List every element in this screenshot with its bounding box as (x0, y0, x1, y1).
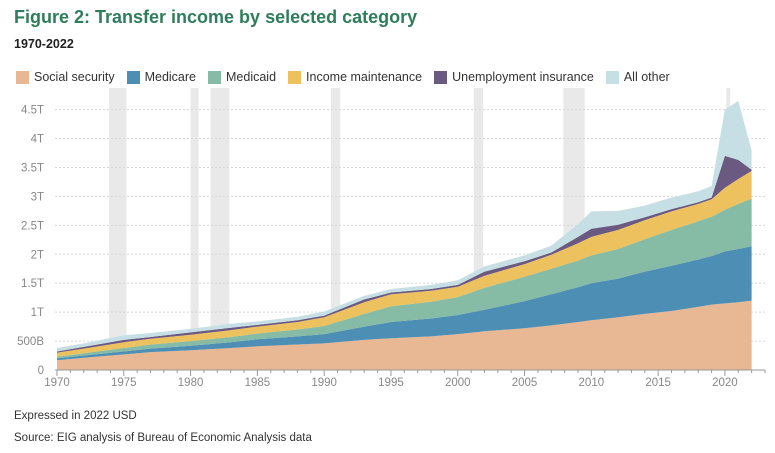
y-tick-label: 4.5T (21, 105, 44, 117)
y-tick-label: 3.5T (21, 162, 44, 174)
x-tick-label: 1990 (311, 377, 337, 389)
chart-subtitle: 1970-2022 (14, 37, 74, 51)
legend-label: Medicaid (226, 70, 277, 84)
x-tick-label: 2010 (579, 377, 605, 389)
x-tick-label: 1970 (44, 377, 70, 389)
area-social-security (57, 300, 752, 370)
legend-item-medicare: Medicare (126, 70, 197, 84)
y-tick-label: 2T (31, 249, 44, 261)
legend-item-all-other: All other (605, 70, 670, 84)
legend-swatch (434, 70, 448, 84)
axes: 0 500B 1T 1.5T 2T 2.5T 3T 3.5T 4T 4.5T 1970 1975 198… (17, 105, 766, 389)
x-tick-label: 1975 (111, 377, 137, 389)
y-tick-label: 4T (31, 134, 44, 146)
recession-band (210, 88, 230, 370)
legend-label: Unemployment insurance (452, 70, 594, 84)
legend-swatch (288, 70, 302, 84)
legend-label: Medicare (144, 70, 197, 84)
legend: Social security Medicare Medicaid Income ma… (16, 70, 682, 84)
x-tick-label: 2020 (712, 377, 738, 389)
recession-band (473, 88, 484, 370)
legend-swatch (126, 70, 140, 84)
x-tick-label: 1980 (178, 377, 204, 389)
footnote: Expressed in 2022 USD (14, 410, 137, 422)
legend-item-income-maintenance: Income maintenance (288, 70, 422, 84)
legend-item-social-security: Social security (16, 70, 115, 84)
legend-label: All other (623, 70, 670, 84)
legend-item-unemployment-insurance: Unemployment insurance (434, 70, 594, 84)
y-tick-label: 1T (31, 307, 44, 319)
legend-swatch (605, 70, 619, 84)
area-medicaid (57, 198, 752, 359)
y-tick-label: 2.5T (21, 220, 44, 232)
y-tick-label: 1.5T (21, 278, 44, 290)
recession-band (109, 88, 127, 370)
stacked-areas (57, 100, 752, 370)
chart-plot: 0 500B 1T 1.5T 2T 2.5T 3T 3.5T 4T 4.5T 1970 1975 198… (17, 88, 766, 389)
legend-label: Income maintenance (306, 70, 423, 84)
recession-band (330, 88, 341, 370)
legend-item-medicaid: Medicaid (208, 70, 276, 84)
legend-swatch (16, 70, 29, 84)
x-tick-label: 2005 (512, 377, 538, 389)
x-tick-label: 1985 (245, 377, 271, 389)
y-tick-label: 500B (17, 336, 44, 348)
y-tick-label: 0 (38, 365, 44, 377)
chart-title: Figure 2: Transfer income by selected ca… (14, 7, 418, 27)
y-tick-label: 3T (31, 191, 44, 203)
x-tick-label: 1995 (378, 377, 404, 389)
recession-band (190, 88, 199, 370)
x-tick-label: 2000 (445, 377, 471, 389)
legend-swatch (208, 70, 222, 84)
area-medicare (57, 246, 752, 361)
source-note: Source: EIG analysis of Bureau of Econom… (14, 432, 312, 444)
x-tick-label: 2015 (645, 377, 671, 389)
legend-label: Social security (34, 70, 115, 84)
